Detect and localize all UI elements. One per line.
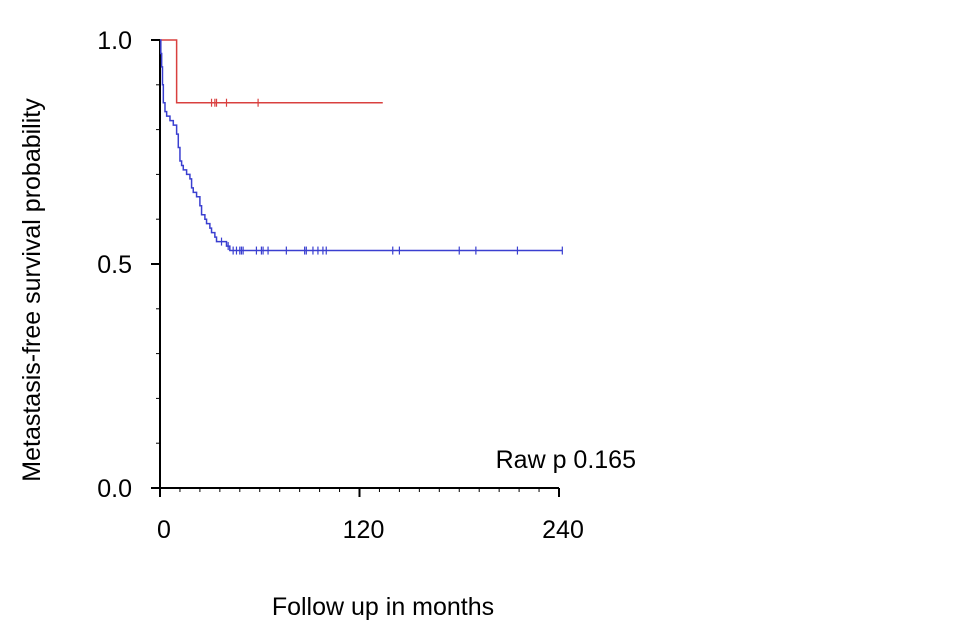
- y-tick-label: 0.5: [97, 251, 132, 279]
- y-minor-ticks: [156, 84, 160, 444]
- survival-curves: [160, 39, 563, 255]
- survival-curve: [160, 39, 563, 252]
- x-axis-title: Follow up in months: [272, 593, 494, 621]
- axes: 0.0 0.5 1.0 0 120 240: [97, 27, 584, 544]
- y-axis-title: Metastasis-free survival probability: [18, 98, 46, 482]
- p-value-annotation: Raw p 0.165: [496, 446, 636, 474]
- y-tick-label: 1.0: [97, 27, 132, 55]
- series-1: [160, 39, 383, 107]
- y-tick-label: 0.0: [97, 475, 132, 503]
- x-tick-label: 120: [343, 516, 385, 544]
- x-tick-label: 240: [542, 516, 584, 544]
- y-major-ticks: 0.0 0.5 1.0: [97, 27, 160, 503]
- survival-curve: [160, 39, 383, 104]
- x-minor-ticks: [179, 488, 540, 492]
- series-2: [160, 39, 563, 255]
- x-major-ticks: 0 120 240: [157, 488, 584, 544]
- x-tick-label: 0: [157, 516, 171, 544]
